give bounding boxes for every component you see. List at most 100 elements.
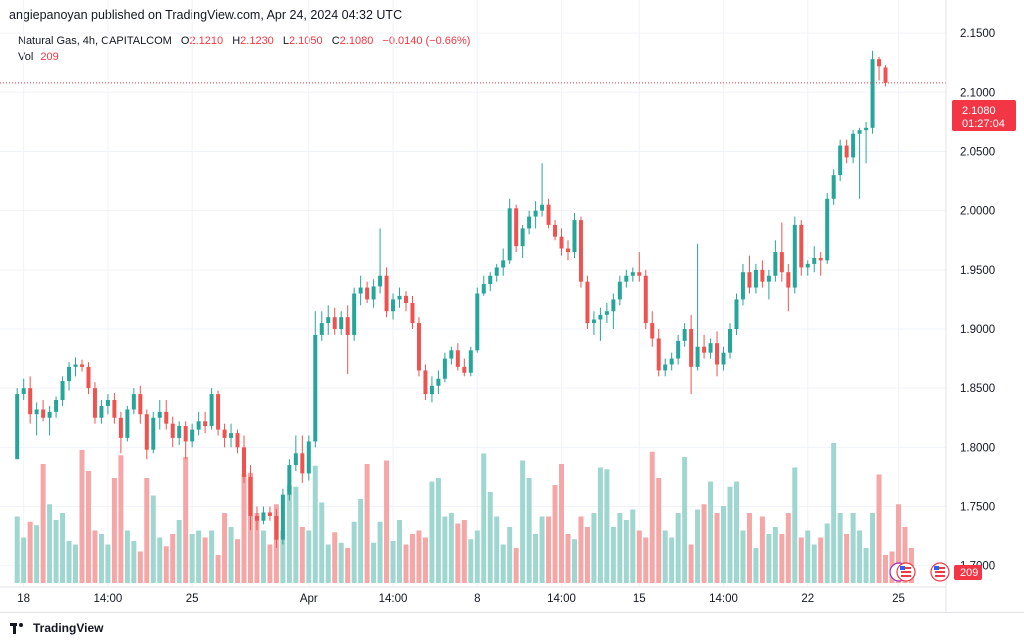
price-tick-label: 2.1500 <box>960 28 995 40</box>
volume-bar <box>571 539 577 583</box>
candle-body <box>229 433 234 438</box>
volume-bar <box>144 478 150 583</box>
volume-bar <box>617 513 623 583</box>
time-tick-label: 14:00 <box>709 593 738 605</box>
volume-bar <box>649 451 655 583</box>
candle-body <box>209 394 214 427</box>
candle-body <box>617 281 622 300</box>
volume-bar <box>721 506 727 583</box>
volume-bar <box>539 516 545 583</box>
candle-body <box>170 423 175 438</box>
candle-body <box>183 426 188 442</box>
volume-bar <box>850 513 856 583</box>
volume-bar <box>714 513 720 583</box>
candle-body <box>313 334 318 442</box>
volume-bar <box>27 521 33 583</box>
candle-body <box>844 145 849 158</box>
volume-bar <box>740 530 746 583</box>
volume-bar <box>131 541 137 583</box>
candle-body <box>818 257 823 261</box>
volume-bar <box>397 520 403 583</box>
volume-bar <box>312 465 318 583</box>
volume-bar <box>448 513 454 583</box>
volume-bar <box>468 539 474 583</box>
candle-body <box>222 429 227 438</box>
candle-body <box>164 411 169 424</box>
tradingview-brand[interactable]: TradingView <box>10 621 103 635</box>
volume-bar <box>40 464 46 583</box>
time-tick-label: 18 <box>17 593 30 605</box>
volume-bar <box>196 530 202 583</box>
high-value: 2.1230 <box>240 35 274 47</box>
candle-body <box>203 421 208 427</box>
price-tick-label: 1.9000 <box>960 324 995 336</box>
volume-bar <box>708 481 714 583</box>
volume-bar <box>280 530 286 583</box>
candle-body <box>151 417 156 450</box>
candle-body <box>248 476 253 516</box>
candle-body <box>520 228 525 247</box>
price-chart[interactable]: 2.1500 2.1000 2.0500 2.0000 1.9500 1.9000 1.85… <box>0 0 1024 612</box>
price-tag-countdown: 01:27:04 <box>962 118 1005 130</box>
time-axis[interactable]: 18 14:00 25 Apr 14:00 8 14:00 15 14:00 22 25 <box>17 593 905 605</box>
time-tick-label: 22 <box>801 593 814 605</box>
us-flag-event-icon[interactable] <box>889 562 916 582</box>
time-tick-label: 25 <box>186 593 199 605</box>
us-flag-event-icon[interactable] <box>930 562 950 582</box>
candle-body <box>682 329 687 341</box>
volume-bar <box>21 537 27 583</box>
candle-body <box>779 252 784 273</box>
high-label: H <box>232 35 241 47</box>
volume-bar <box>118 455 124 583</box>
volume-bar <box>299 527 305 583</box>
volume-bar <box>371 542 377 583</box>
tradingview-logo-icon <box>10 622 28 634</box>
candle-body <box>715 343 720 365</box>
volume-bar <box>857 530 863 583</box>
low-label: L <box>282 35 289 47</box>
volume-bar <box>384 460 390 583</box>
symbol-title[interactable]: Natural Gas, 4h, CAPITALCOM <box>18 35 172 47</box>
candle-body <box>799 224 804 268</box>
price-axis[interactable]: 2.1500 2.1000 2.0500 2.0000 1.9500 1.9000 1.85… <box>960 28 995 573</box>
volume-bar <box>727 486 733 583</box>
volume-bar <box>500 544 506 583</box>
volume-bar <box>507 527 513 583</box>
candle-body <box>838 145 843 176</box>
volume-tag-box <box>954 565 982 580</box>
candle-body <box>572 220 577 253</box>
candle-body <box>80 364 84 367</box>
price-tag-value: 2.1080 <box>962 105 996 117</box>
candle-body <box>138 394 143 415</box>
candle-body <box>67 366 72 382</box>
volume-bar <box>792 467 798 583</box>
candle-body <box>449 350 454 359</box>
low-value: 2.1050 <box>289 35 323 47</box>
volume-label[interactable]: Vol <box>18 51 34 63</box>
volume-bar <box>584 527 590 583</box>
volume-bar <box>170 534 176 583</box>
candle-body <box>481 284 486 294</box>
volume-bar <box>364 464 370 583</box>
volume-bar <box>222 513 228 583</box>
candle-body <box>242 447 246 477</box>
volume-bar <box>92 530 98 583</box>
price-tick-label: 1.8000 <box>960 442 995 454</box>
volume-bar <box>416 530 422 583</box>
volume-bar <box>487 492 493 583</box>
volume-bar <box>111 478 117 583</box>
candle-body <box>624 275 629 282</box>
candle-body <box>125 409 130 438</box>
volume-bar <box>818 537 824 583</box>
candle-body <box>559 236 564 249</box>
candle-body <box>15 394 20 460</box>
volume-bar <box>902 527 908 583</box>
volume-bar <box>319 502 325 583</box>
candle-body <box>21 388 26 395</box>
volume-bar <box>66 541 72 583</box>
volume-bar <box>630 509 636 583</box>
time-tick-label: 14:00 <box>547 593 576 605</box>
candle-body <box>637 272 642 276</box>
volume-bar <box>461 520 467 583</box>
candle-body <box>695 346 700 367</box>
